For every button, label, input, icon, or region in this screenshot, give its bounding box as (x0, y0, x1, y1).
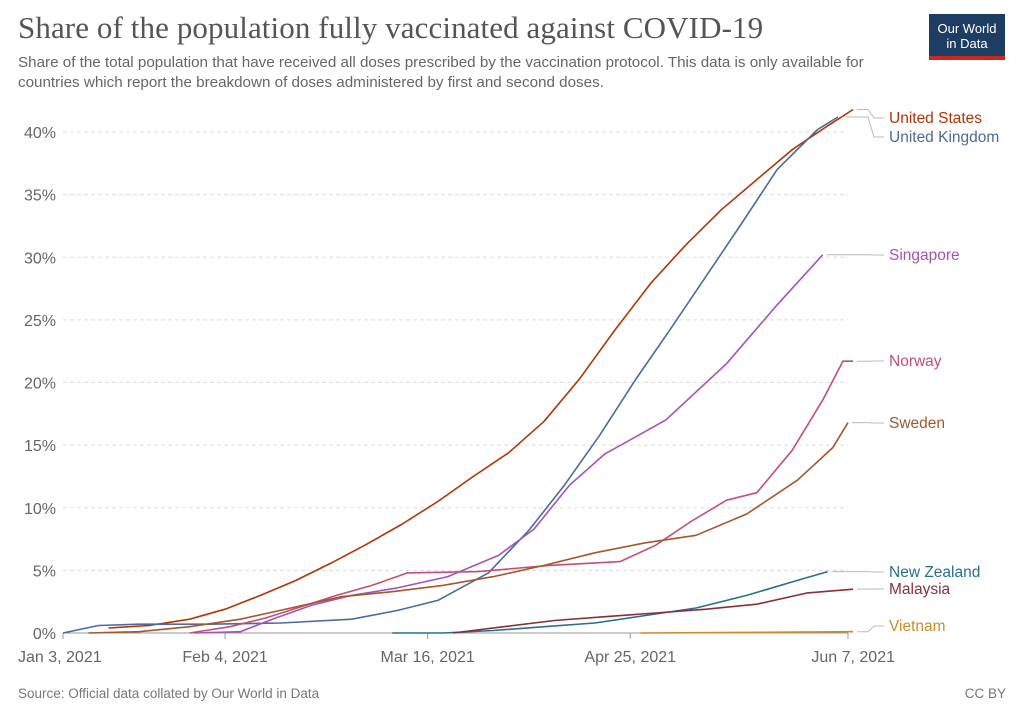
y-axis-ticks: 0% 5% 10% 15% 20% 25% 30% 35% 40% (24, 125, 56, 643)
legend: United States United Kingdom Singapore Norw… (826, 109, 999, 635)
legend-label[interactable]: Vietnam (889, 618, 946, 635)
y-tick-label: 35% (24, 188, 56, 205)
series-line[interactable] (452, 588, 854, 634)
legend-label[interactable]: United Kingdom (889, 129, 999, 146)
series-lines (62, 108, 854, 634)
series-line[interactable] (189, 360, 854, 634)
logo-line-2: in Data (946, 36, 988, 51)
chart-title: Share of the population fully vaccinated… (18, 10, 764, 45)
series-line[interactable] (194, 254, 824, 634)
owid-logo[interactable]: Our World in Data (929, 14, 1005, 60)
y-tick-label: 15% (24, 438, 56, 455)
gridlines (63, 131, 848, 634)
y-tick-label: 5% (33, 563, 56, 580)
y-tick-label: 10% (24, 501, 56, 518)
legend-label[interactable]: Norway (889, 353, 942, 370)
legend-connector (857, 109, 884, 119)
series-line[interactable] (640, 630, 854, 634)
series-line[interactable] (108, 108, 854, 629)
y-tick-label: 0% (33, 626, 56, 643)
y-tick-label: 40% (24, 125, 56, 142)
legend-label[interactable]: Malaysia (889, 581, 951, 598)
logo-line-1: Our World (937, 21, 997, 36)
license-link[interactable]: CC BY (964, 686, 1006, 701)
series-line[interactable] (88, 422, 849, 634)
x-tick-label: Mar 16, 2021 (381, 649, 475, 666)
y-tick-label: 30% (24, 250, 56, 267)
x-tick-label: Jun 7, 2021 (811, 649, 895, 666)
x-tick-label: Feb 4, 2021 (182, 649, 268, 666)
legend-label[interactable]: Sweden (889, 415, 945, 432)
source-note[interactable]: Source: Official data collated by Our Wo… (18, 686, 320, 701)
legend-label[interactable]: United States (889, 110, 982, 127)
legend-connector (841, 116, 884, 138)
y-tick-label: 20% (24, 376, 56, 393)
y-tick-label: 25% (24, 313, 56, 330)
legend-label[interactable]: New Zealand (889, 564, 980, 581)
legend-connector (857, 625, 884, 633)
x-tick-label: Apr 25, 2021 (584, 649, 676, 666)
legend-label[interactable]: Singapore (889, 247, 960, 264)
x-axis: Jan 3, 2021 Feb 4, 2021 Mar 16, 2021 Apr 25… (18, 632, 895, 666)
chart-subtitle: Share of the total population that have … (18, 54, 864, 91)
x-tick-label: Jan 3, 2021 (18, 649, 102, 666)
